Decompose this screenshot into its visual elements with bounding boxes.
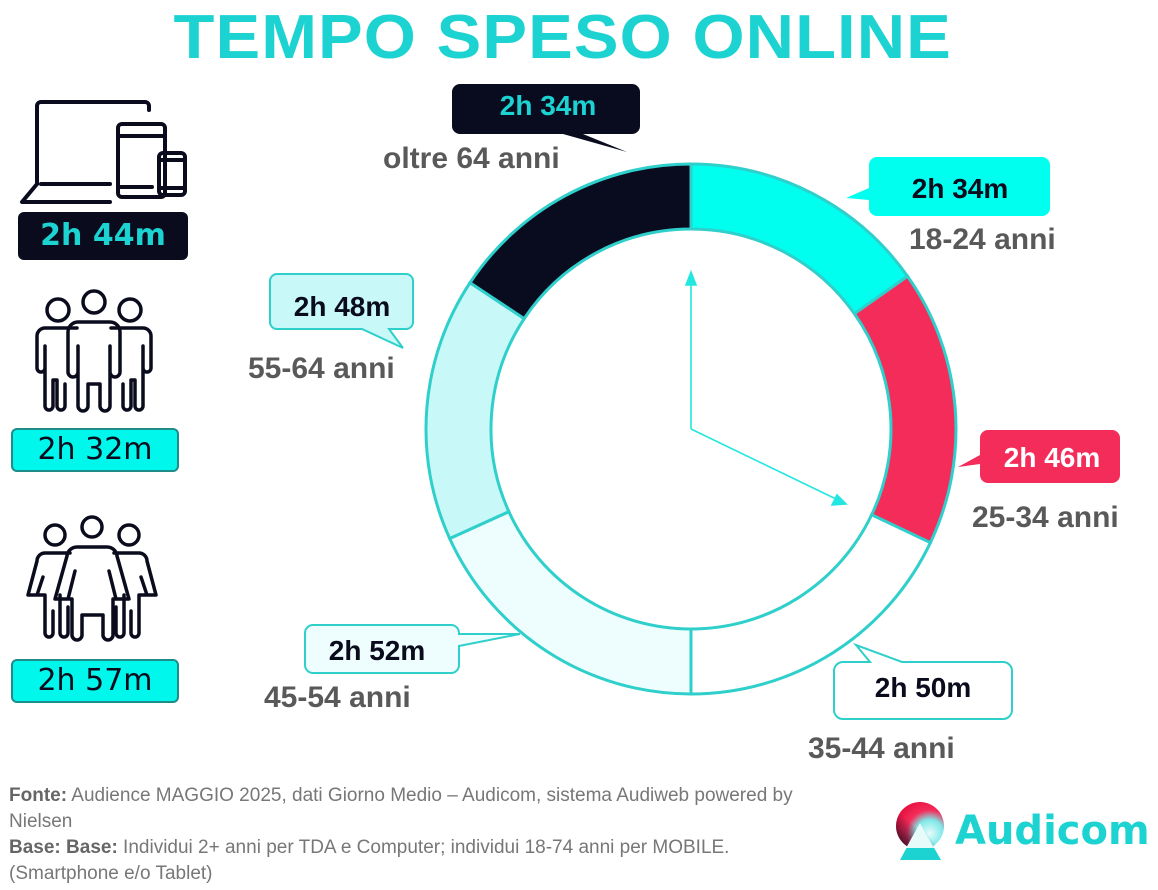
men-group-icon (35, 289, 153, 413)
callout-value: 2h 34m (500, 90, 597, 121)
age-label-over-64: oltre 64 anni (383, 142, 560, 175)
page-title: TEMPO SPESO ONLINE (173, 3, 952, 72)
women-time-badge: 2h 57m (11, 659, 179, 703)
age-label-55-64: 55-64 anni (248, 352, 395, 385)
total-time-badge: 2h 44m (18, 212, 188, 260)
women-group-icon (26, 515, 158, 642)
callout-value: 2h 52m (329, 635, 426, 666)
donut-segment (852, 274, 958, 545)
donut-segment (447, 509, 693, 696)
callout-45-54: 2h 52m (304, 624, 521, 674)
donut-segments (424, 162, 958, 696)
audicom-logo: Audicom (895, 800, 1150, 870)
donut-segment (467, 162, 693, 321)
source-label: Fonte: (9, 785, 68, 806)
callout-18-24: 2h 34m (846, 157, 1050, 216)
callout-25-34: 2h 46m (958, 430, 1120, 483)
brand-name: Audicom (955, 808, 1150, 854)
callout-35-44: 2h 50m (833, 642, 1013, 720)
base-label: Base: Base: (9, 837, 118, 858)
callout-value: 2h 46m (1004, 442, 1101, 473)
audicom-logo-icon (896, 802, 944, 860)
men-time-badge: 2h 32m (11, 428, 179, 472)
base-text: Individui 2+ anni per TDA e Computer; in… (9, 837, 730, 884)
donut-segment (424, 280, 527, 541)
callout-value: 2h 50m (875, 672, 972, 703)
source-text: Audience MAGGIO 2025, dati Giorno Medio … (9, 785, 793, 832)
age-label-18-24: 18-24 anni (909, 223, 1056, 256)
clock-hands (684, 269, 848, 506)
callout-value: 2h 48m (294, 291, 391, 322)
callout-value: 2h 34m (912, 173, 1009, 204)
devices-icon (20, 100, 187, 204)
callout-55-64: 2h 48m (269, 273, 414, 349)
age-label-45-54: 45-54 anni (264, 681, 411, 714)
source-footnote: Fonte: Audience MAGGIO 2025, dati Giorno… (9, 783, 799, 887)
age-label-35-44: 35-44 anni (808, 732, 955, 765)
callout-over-64: 2h 34m (452, 84, 640, 152)
age-label-25-34: 25-34 anni (972, 501, 1119, 534)
